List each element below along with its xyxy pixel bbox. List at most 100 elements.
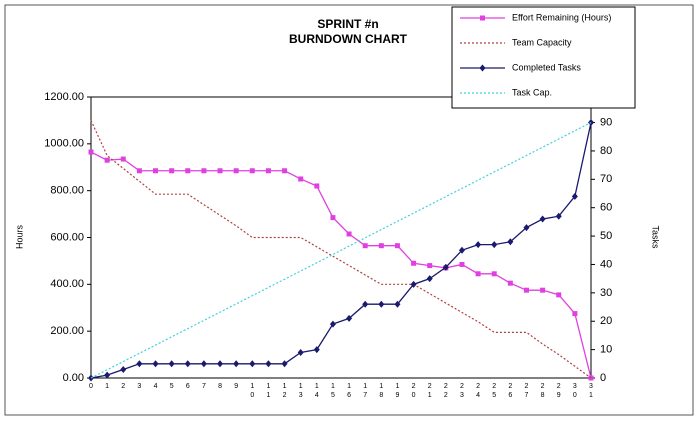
marker (571, 192, 578, 200)
y2-axis-label: Tasks (651, 225, 661, 249)
marker (346, 231, 352, 237)
y-tick-label: 800.00 (50, 185, 84, 197)
marker (394, 300, 401, 308)
marker (314, 183, 320, 189)
x-tick-label: 4 (154, 383, 158, 390)
x-tick-label: 9 (234, 383, 238, 390)
marker (411, 260, 417, 266)
marker (475, 271, 481, 277)
marker (249, 168, 255, 174)
marker (539, 215, 546, 223)
marker (329, 320, 336, 328)
marker (394, 243, 400, 249)
marker (475, 241, 482, 249)
marker (427, 263, 433, 269)
x-tick-label: 6 (186, 383, 190, 390)
y2-tick-label: 60 (600, 202, 612, 214)
y2-tick-label: 0 (600, 372, 606, 384)
y-tick-label: 600.00 (50, 231, 84, 243)
x-tick-label: 7 (202, 383, 206, 390)
chart-title: SPRINT #n (317, 17, 378, 31)
series-line (90, 122, 592, 379)
marker (88, 149, 94, 155)
marker (298, 176, 304, 182)
marker (555, 212, 562, 220)
marker (282, 168, 288, 174)
legend-marker (480, 15, 485, 21)
y2-tick-label: 10 (600, 344, 612, 356)
y-axis-label: Hours (14, 225, 24, 250)
marker (201, 168, 207, 174)
marker (185, 168, 191, 174)
marker (169, 168, 175, 174)
marker (507, 280, 513, 286)
marker (136, 360, 143, 368)
legend-marker (479, 64, 486, 72)
y2-tick-label: 20 (600, 315, 612, 327)
marker (540, 287, 546, 293)
marker (265, 168, 271, 174)
marker (426, 275, 433, 283)
y-tick-label: 1000.00 (44, 138, 84, 150)
marker (313, 346, 320, 354)
marker (507, 238, 514, 246)
x-tick-label: 2 (121, 383, 125, 390)
marker (572, 311, 578, 317)
legend-label: Effort Remaining (Hours) (512, 12, 611, 22)
marker (249, 360, 256, 368)
marker (200, 360, 207, 368)
y2-tick-label: 40 (600, 258, 612, 270)
series-line (90, 151, 592, 379)
marker (458, 246, 465, 254)
marker (378, 243, 384, 249)
marker (281, 360, 288, 368)
marker (217, 168, 223, 174)
y2-tick-label: 70 (600, 173, 612, 185)
marker (136, 168, 142, 174)
x-tick-label: 3 (137, 383, 141, 390)
marker (184, 360, 191, 368)
legend-label: Completed Tasks (512, 62, 581, 72)
legend-box (451, 6, 636, 109)
y-tick-label: 200.00 (50, 325, 84, 337)
y-tick-label: 1200.00 (44, 91, 84, 103)
x-tick-label: 8 (218, 383, 222, 390)
marker (217, 360, 224, 368)
marker (233, 360, 240, 368)
marker (362, 243, 368, 249)
legend-label: Task Cap. (512, 87, 552, 97)
series-line (90, 120, 592, 379)
marker (104, 371, 111, 379)
x-tick-label: 1 (105, 383, 109, 390)
marker (346, 314, 353, 322)
x-tick-label: 0 (89, 383, 93, 390)
y2-tick-label: 30 (600, 287, 612, 299)
y-tick-label: 0.00 (63, 372, 84, 384)
marker (120, 156, 126, 162)
y2-tick-label: 80 (600, 145, 612, 157)
marker (491, 271, 497, 277)
marker (120, 365, 127, 373)
marker (104, 157, 110, 163)
marker (523, 287, 529, 293)
marker (233, 168, 239, 174)
chart-subtitle: BURNDOWN CHART (289, 32, 408, 46)
x-tick-label: 5 (170, 383, 174, 390)
marker (556, 292, 562, 298)
marker (362, 300, 369, 308)
marker (297, 348, 304, 356)
